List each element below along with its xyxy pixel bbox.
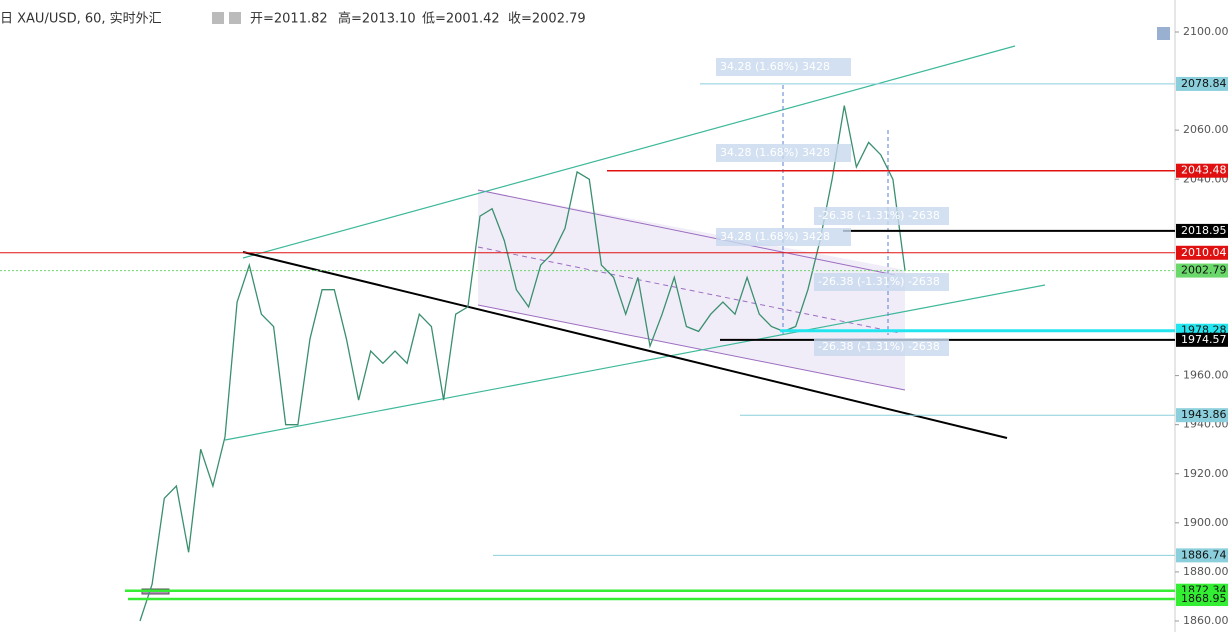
level-label: 2078.84: [1181, 77, 1227, 90]
level-label: 1868.95: [1181, 592, 1227, 605]
level-badge: [1176, 408, 1228, 423]
level-label: 2002.79: [1181, 264, 1227, 277]
level-badge: [1176, 223, 1228, 238]
measure-box: [814, 207, 949, 225]
y-tick-label: 2060.00: [1183, 123, 1228, 136]
measure-label: 34.28 (1.68%) 3428: [720, 60, 830, 73]
y-tick-label: 1900.00: [1183, 516, 1228, 529]
y-tick-label: 1960.00: [1183, 369, 1228, 382]
measure-box: [716, 228, 851, 246]
icon[interactable]: [229, 12, 241, 24]
level-badge: [1176, 332, 1228, 347]
trend-line: [224, 284, 1046, 441]
open: 开=2011.82: [250, 12, 328, 27]
y-tick-label: 1860.00: [1183, 614, 1228, 627]
level-label: 2018.95: [1181, 224, 1227, 237]
y-tick-label: 1920.00: [1183, 467, 1228, 480]
measure-box: [716, 58, 851, 76]
price-line: [139, 105, 906, 622]
symbol: 日 XAU/USD, 60, 实时外汇: [0, 12, 162, 27]
icon[interactable]: [1157, 27, 1170, 40]
level-label: 2043.48: [1181, 164, 1227, 177]
level-badge: [1176, 592, 1228, 607]
measure-label: 34.28 (1.68%) 3428: [720, 146, 830, 159]
level-badge: [1176, 76, 1228, 91]
channel-line: [477, 304, 906, 391]
y-tick-label: 2100.00: [1183, 25, 1228, 38]
level-badge: [1176, 263, 1228, 278]
close: 收=2002.79: [508, 12, 586, 27]
measure-label: -26.38 (-1.31%) -2638: [818, 340, 940, 353]
y-tick-label: 1880.00: [1183, 565, 1228, 578]
channel-line: [477, 189, 896, 276]
measure-label: -26.38 (-1.31%) -2638: [818, 209, 940, 222]
trend-line: [242, 45, 1016, 259]
measure-box: [814, 273, 949, 291]
level-label: 1974.57: [1181, 333, 1227, 346]
level-label: 1943.86: [1181, 408, 1227, 421]
level-label: 2010.04: [1181, 246, 1227, 259]
level-label: 1886.74: [1181, 548, 1227, 561]
level-badge: [1176, 245, 1228, 260]
measure-label: 34.28 (1.68%) 3428: [720, 230, 830, 243]
measure-label: -26.38 (-1.31%) -2638: [818, 275, 940, 288]
trend-line: [242, 251, 1008, 439]
high: 高=2013.10: [338, 11, 416, 27]
measure-box: [814, 338, 949, 356]
level-badge: [1176, 163, 1228, 178]
measure-box: [716, 144, 851, 162]
low: 低=2001.42: [422, 12, 500, 27]
icon[interactable]: [212, 12, 224, 24]
level-badge: [1176, 548, 1228, 563]
